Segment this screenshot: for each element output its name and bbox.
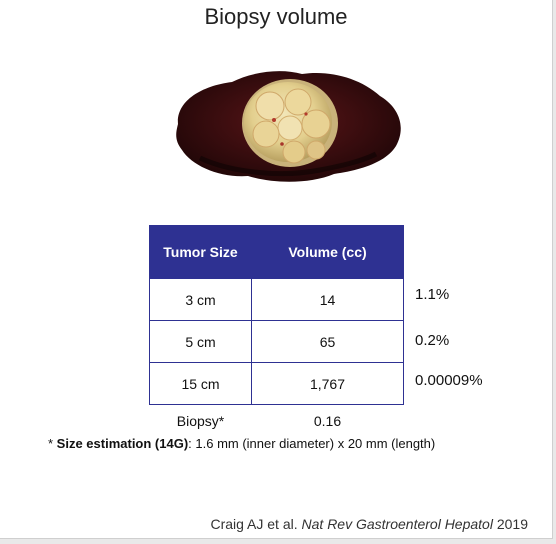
citation-authors: Craig AJ et al.	[210, 516, 302, 532]
header-volume: Volume (cc)	[251, 225, 404, 279]
footnote-marker: *	[48, 436, 57, 451]
cell-size: 15 cm	[149, 362, 252, 405]
table-row: 3 cm 14	[149, 278, 404, 321]
cell-size: 5 cm	[149, 320, 252, 363]
cell-volume: 65	[251, 320, 404, 363]
cell-volume: 1,767	[251, 362, 404, 405]
footnote-text: : 1.6 mm (inner diameter) x 20 mm (lengt…	[188, 436, 436, 451]
cell-size: 3 cm	[149, 278, 252, 321]
biopsy-row: Biopsy* 0.16	[150, 405, 404, 438]
citation-year: 2019	[492, 516, 528, 532]
tumor-specimen-image	[176, 71, 401, 182]
percentage-5cm: 0.2%	[415, 332, 450, 349]
footnote: * Size estimation (14G): 1.6 mm (inner d…	[48, 436, 435, 451]
table-header-row: Tumor Size Volume (cc)	[149, 225, 404, 279]
citation: Craig AJ et al. Nat Rev Gastroenterol He…	[210, 516, 528, 532]
table-row: 15 cm 1,767	[149, 362, 404, 405]
cell-volume: 14	[251, 278, 404, 321]
cell-biopsy-label: Biopsy*	[176, 413, 225, 429]
citation-journal: Nat Rev Gastroenterol Hepatol	[301, 516, 493, 532]
tumor-volume-table: Tumor Size Volume (cc) 3 cm 14 5 cm 65 1…	[149, 225, 404, 437]
cell-biopsy-volume: 0.16	[313, 413, 342, 429]
percentage-15cm: 0.00009%	[415, 372, 483, 389]
footnote-label: Size estimation (14G)	[56, 436, 189, 451]
slide-title: Biopsy volume	[204, 4, 348, 29]
percentage-3cm: 1.1%	[415, 286, 450, 303]
header-tumor-size: Tumor Size	[149, 225, 252, 279]
table-row: 5 cm 65	[149, 320, 404, 363]
